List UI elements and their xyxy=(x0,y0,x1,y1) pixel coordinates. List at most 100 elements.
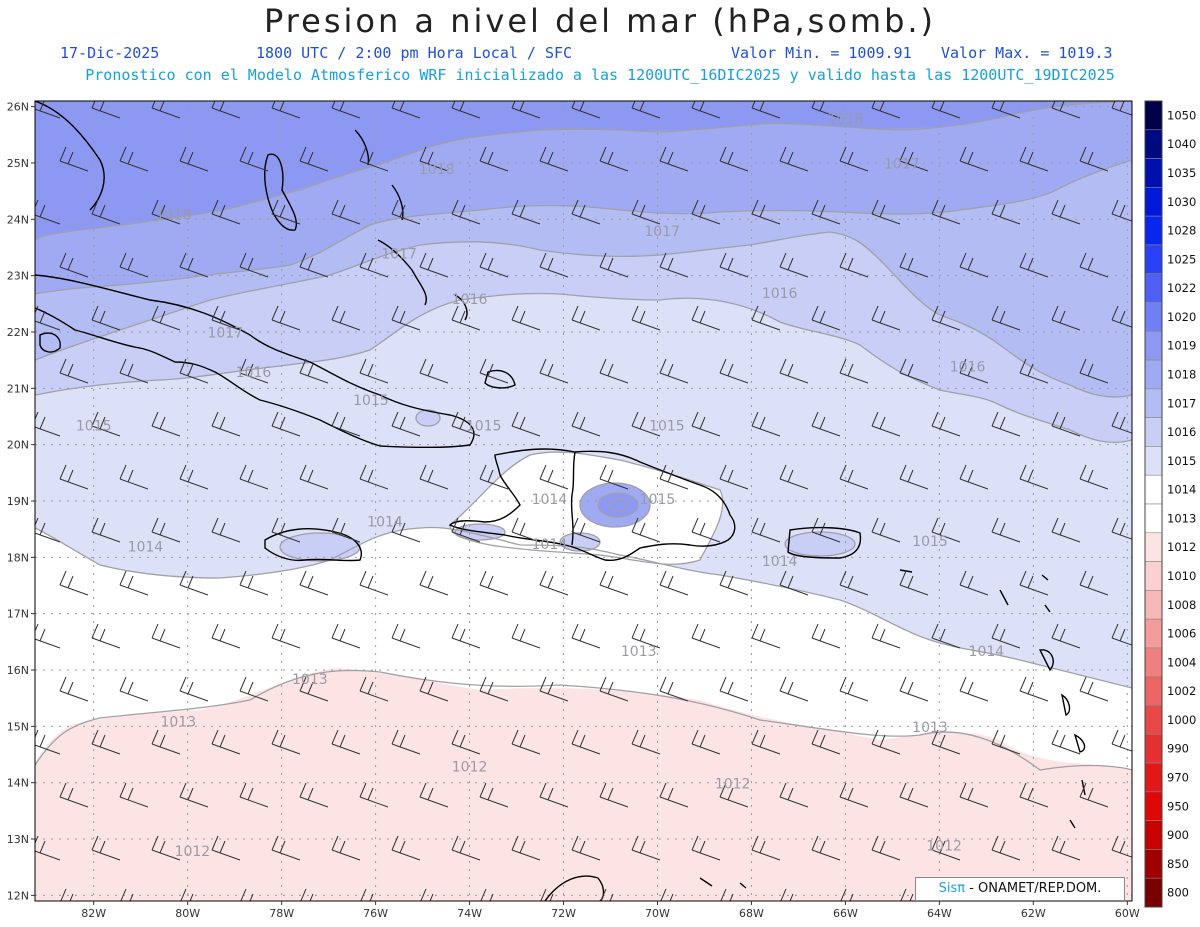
colorbar-swatch xyxy=(1144,820,1163,850)
wind-barb xyxy=(659,782,689,808)
wind-barb xyxy=(211,101,241,119)
wind-barb xyxy=(779,676,809,702)
wind-barb xyxy=(211,411,241,437)
wind-barb xyxy=(35,411,61,437)
wind-barb xyxy=(539,782,569,808)
wind-barb xyxy=(35,101,61,119)
wind-barb xyxy=(931,729,961,755)
isobar-label: 1015 xyxy=(912,534,948,550)
lat-label: 16N xyxy=(7,664,29,677)
colorbar-label: 800 xyxy=(1167,886,1189,900)
wind-barb xyxy=(271,623,301,649)
wind-barb xyxy=(511,305,541,331)
wind-barb xyxy=(511,411,541,437)
wind-barb xyxy=(59,570,89,596)
wind-barb xyxy=(811,305,841,331)
wind-barb xyxy=(751,729,781,755)
isobar-label: 1013 xyxy=(160,714,196,730)
wind-barb xyxy=(211,199,241,225)
wind-barb xyxy=(539,146,569,172)
wind-barb xyxy=(151,623,181,649)
wind-barb xyxy=(599,782,629,808)
wind-barb xyxy=(659,252,689,278)
colorbar-label: 1022 xyxy=(1167,281,1196,295)
wind-barb xyxy=(1051,835,1081,861)
wind-barb xyxy=(239,252,269,278)
lat-label: 19N xyxy=(7,495,29,508)
wind-barb xyxy=(239,676,269,702)
isobar-label: 1014 xyxy=(532,492,568,508)
wind-barb xyxy=(331,411,361,437)
wind-barb xyxy=(839,146,869,172)
colorbar-swatch xyxy=(1144,791,1163,821)
colorbar-label: 1006 xyxy=(1167,627,1196,641)
hispaniola-coast xyxy=(448,448,736,562)
aruba-curacao xyxy=(699,877,747,889)
wind-barb xyxy=(151,411,181,437)
wind-barb xyxy=(751,305,781,331)
wind-barb xyxy=(571,199,601,225)
lon-label: 70W xyxy=(645,907,670,920)
min-value: Valor Min. = 1009.91 xyxy=(731,44,912,62)
wind-barb xyxy=(959,464,989,490)
wind-barb xyxy=(479,146,509,172)
wind-barb xyxy=(419,252,449,278)
wind-barb xyxy=(419,464,449,490)
wind-barb xyxy=(91,305,121,331)
sispi-logo: Sisπ xyxy=(938,881,966,896)
wind-barb xyxy=(1051,411,1081,437)
wind-barb xyxy=(91,101,121,119)
wind-barb xyxy=(691,517,721,543)
wind-barb xyxy=(391,411,421,437)
max-value: Valor Max. = 1019.3 xyxy=(941,44,1113,62)
isobar-label: 1017 xyxy=(207,326,243,342)
wind-barb xyxy=(991,411,1021,437)
wind-barb xyxy=(331,101,361,119)
isobar-label: 1015 xyxy=(76,419,112,435)
wind-barb xyxy=(391,305,421,331)
wind-barb xyxy=(691,305,721,331)
wind-barb xyxy=(91,623,121,649)
wind-barb xyxy=(359,358,389,384)
wind-barb xyxy=(391,101,421,119)
colorbar: 1050 1040 1035 1030 1028 1025 1022 1020 1019 1018… xyxy=(1144,100,1196,908)
isla-juventud xyxy=(39,332,61,353)
wind-barb xyxy=(239,782,269,808)
wind-barb xyxy=(451,305,481,331)
wind-barb xyxy=(539,570,569,596)
wind-barb xyxy=(779,570,809,596)
bahamas-3 xyxy=(377,239,427,306)
wind-barb xyxy=(839,464,869,490)
isobar-label: 1014 xyxy=(969,644,1005,660)
wind-barb xyxy=(119,782,149,808)
colorbar-swatch xyxy=(1144,388,1163,418)
wind-barb xyxy=(811,199,841,225)
lat-label: 20N xyxy=(7,439,29,452)
lon-label: 80W xyxy=(175,907,200,920)
wind-barb xyxy=(839,252,869,278)
colorbar-swatch xyxy=(1144,273,1163,303)
wind-barb xyxy=(331,305,361,331)
wind-barb xyxy=(331,199,361,225)
wind-barb xyxy=(899,464,929,490)
wind-barb xyxy=(1079,252,1109,278)
colorbar-swatch xyxy=(1144,676,1163,706)
wind-barb xyxy=(631,835,661,861)
wind-barb xyxy=(871,623,901,649)
wind-barb xyxy=(479,358,509,384)
wind-barb xyxy=(899,782,929,808)
lat-label: 24N xyxy=(7,213,29,226)
colorbar-swatch xyxy=(1144,762,1163,793)
wind-barb xyxy=(35,623,61,649)
wind-barb xyxy=(659,676,689,702)
wind-barb xyxy=(631,199,661,225)
wind-barb xyxy=(1111,199,1132,222)
wind-barb xyxy=(451,623,481,649)
colorbar-swatch xyxy=(1144,733,1163,764)
wind-barb xyxy=(35,517,61,543)
wind-barb xyxy=(871,835,901,861)
wind-barb xyxy=(391,835,421,861)
isobar-label: 1012 xyxy=(715,776,751,792)
wind-barb xyxy=(959,676,989,702)
wind-barb xyxy=(151,729,181,755)
